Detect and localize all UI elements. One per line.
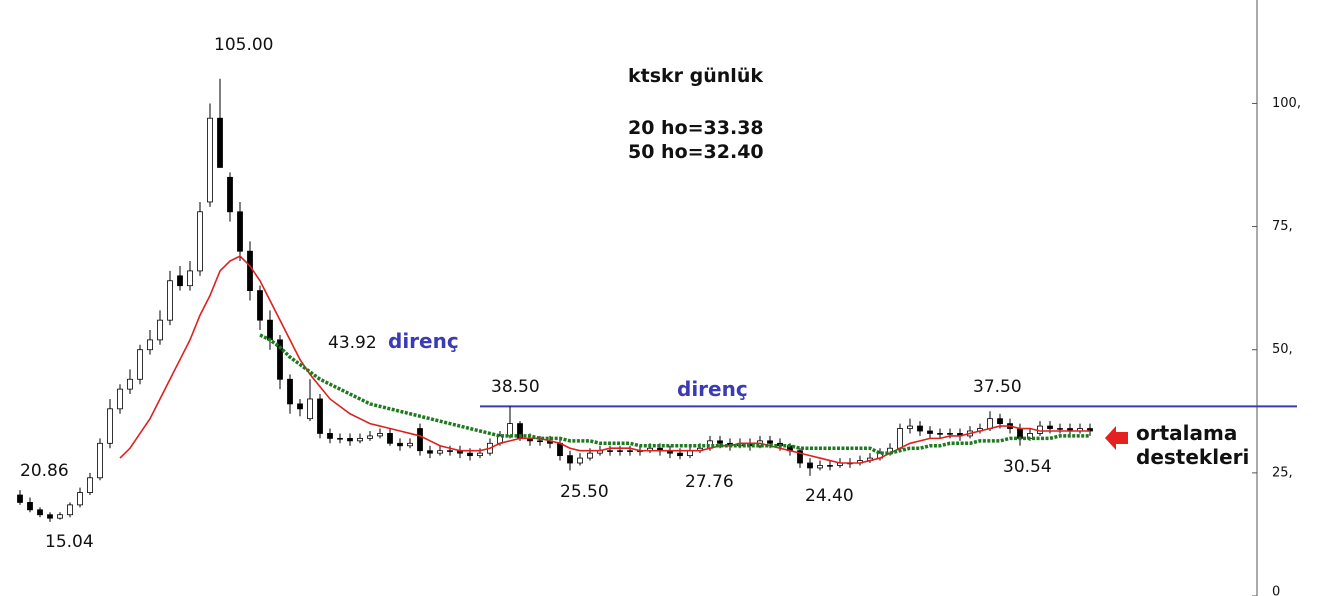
candle-body (197, 211, 203, 272)
candle-body (797, 450, 803, 464)
candle-body (897, 428, 903, 449)
candle-body (317, 398, 323, 434)
candle-body (427, 450, 433, 454)
y-tick-label: 75, (1272, 219, 1293, 234)
y-tick-label: 50, (1272, 342, 1293, 357)
candle-body (947, 433, 953, 435)
annotation: direnç (677, 377, 748, 401)
candle-body (1057, 428, 1063, 430)
candle-body (327, 433, 333, 439)
y-tick-label: 0 (1272, 585, 1280, 596)
candle-body (377, 433, 383, 437)
candle-body (477, 452, 483, 457)
candle-body (277, 339, 283, 380)
candle-body (907, 425, 913, 429)
candle-body (347, 437, 353, 442)
candle-body (367, 435, 373, 439)
candle-body (47, 514, 53, 519)
candle-body (217, 117, 223, 168)
moving-average (259, 333, 1090, 455)
candle-body (127, 378, 133, 390)
arrow (1105, 426, 1128, 450)
candle-body (357, 437, 363, 442)
candle-body (177, 275, 183, 287)
candle-body (917, 425, 923, 432)
candle-body (437, 450, 443, 454)
moving-average (119, 255, 1090, 464)
candle-body (407, 442, 413, 447)
annotation: 43.92 (328, 333, 377, 353)
candle-body (587, 452, 593, 459)
candle-body (827, 465, 833, 467)
candle-body (107, 408, 113, 444)
annotation: 37.50 (973, 377, 1022, 397)
candle-body (627, 450, 633, 452)
candle-body (137, 349, 143, 380)
candle-body (87, 477, 93, 493)
candle-body (187, 270, 193, 287)
candle-body (387, 433, 393, 444)
candle-body (297, 403, 303, 410)
candle-body (767, 440, 773, 444)
candle-body (417, 428, 423, 452)
annotation: destekleri (1136, 445, 1249, 469)
candle-body (287, 378, 293, 405)
candle-body (167, 280, 173, 321)
candle-body (307, 398, 313, 420)
candle-body (57, 514, 63, 519)
annotation: 105.00 (214, 35, 273, 55)
candle-body (997, 418, 1003, 425)
candle-body (147, 339, 153, 351)
candle-body (557, 442, 563, 457)
annotation: 15.04 (45, 532, 94, 552)
candle-body (577, 457, 583, 464)
candle-body (237, 211, 243, 252)
candle-body (507, 423, 513, 437)
candle-body (337, 437, 343, 440)
candle-body (157, 319, 163, 341)
candle-body (117, 388, 123, 410)
candle-body (567, 455, 573, 464)
note: 50 ho=32.40 (628, 141, 764, 163)
candle-body (617, 450, 623, 452)
candle-body (1047, 425, 1053, 429)
annotation: 38.50 (491, 377, 540, 397)
candle-body (207, 117, 213, 203)
candle-body (447, 450, 453, 452)
candle-body (807, 462, 813, 469)
y-tick-label: 25, (1272, 465, 1293, 480)
candle-body (77, 492, 83, 506)
candle-body (927, 430, 933, 434)
chart-title: ktskr günlük (628, 65, 763, 87)
annotation: 20.86 (20, 461, 69, 481)
annotation: 27.76 (685, 472, 734, 492)
candle-body (97, 442, 103, 479)
candle-body (27, 502, 33, 511)
candle-body (717, 440, 723, 444)
annotation: direnç (388, 329, 459, 353)
candle-body (227, 176, 233, 213)
candle-body (267, 319, 273, 341)
annotation: 24.40 (805, 486, 854, 506)
annotation: 30.54 (1003, 457, 1052, 477)
candle-body (37, 509, 43, 516)
annotation: ortalama (1136, 421, 1237, 445)
candle-body (537, 440, 543, 443)
y-tick-label: 100, (1272, 96, 1301, 111)
candle-body (607, 450, 613, 452)
note: 20 ho=33.38 (628, 117, 764, 139)
candle-body (397, 442, 403, 447)
candle-body (987, 418, 993, 429)
candle-body (257, 290, 263, 321)
candle-body (247, 250, 253, 292)
candle-body (67, 504, 73, 516)
candle-body (677, 452, 683, 457)
annotation: 25.50 (560, 482, 609, 502)
candle-body (467, 452, 473, 457)
candle-body (17, 494, 23, 503)
candle-body (817, 465, 823, 469)
candle-body (937, 433, 943, 435)
